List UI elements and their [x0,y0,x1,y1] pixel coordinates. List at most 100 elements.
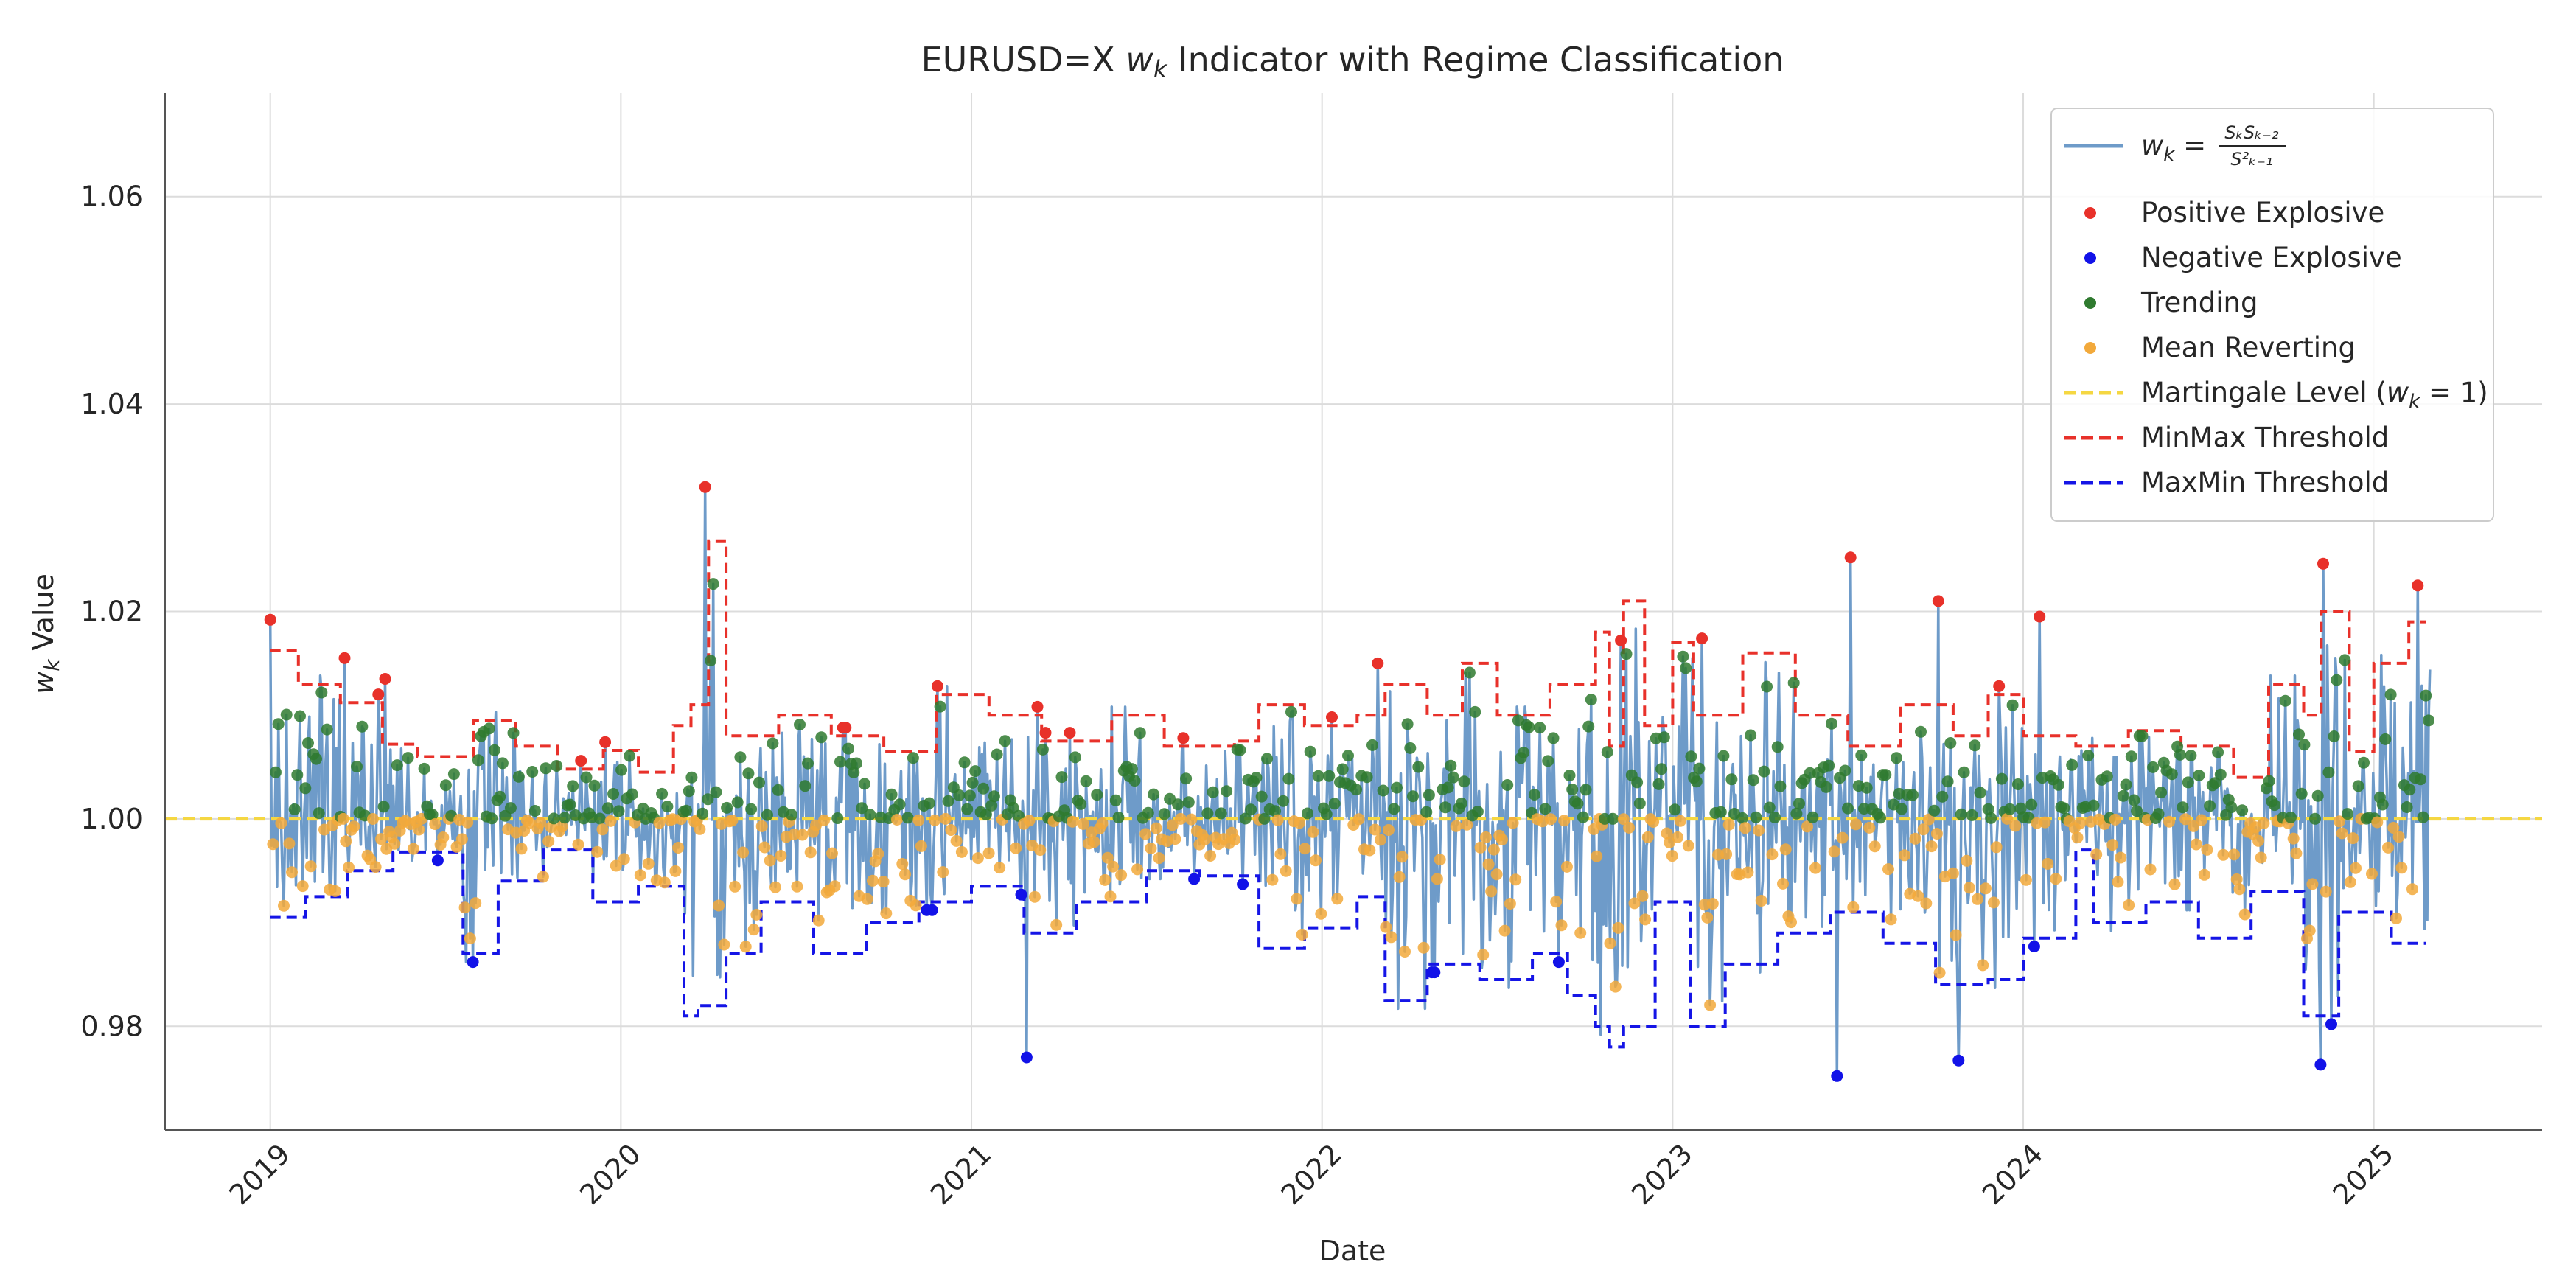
trending-point [1420,806,1433,818]
mean-reverting-point [653,817,666,829]
mean-reverting-point [1266,873,1279,886]
mean-reverting-point [2179,813,2192,826]
mean-reverting-point [775,850,787,862]
mean-reverting-point [2188,820,2200,832]
trending-point [2177,801,2189,814]
trending-point [2212,746,2224,758]
mean-reverting-point [2190,838,2202,851]
mean-reverting-point [1104,890,1117,903]
trending-point [2006,699,2019,711]
trending-point [802,757,814,770]
mean-reverting-point [461,816,474,829]
mean-reverting-point [747,924,760,936]
trending-point [2285,811,2297,823]
trending-point [580,771,593,784]
mean-reverting-point [1291,893,1303,905]
mean-reverting-point [945,824,957,836]
trending-point [2342,808,2353,820]
trending-point [1790,807,1803,820]
trending-point [702,793,714,806]
mean-reverting-point [1153,852,1165,865]
trending-point [559,812,571,824]
trending-point [512,770,525,783]
trending-point [2236,804,2249,817]
mean-reverting-point [1296,928,1308,941]
mean-reverting-point [1485,885,1498,898]
axes [164,93,2542,1131]
mean-reverting-point [2334,815,2345,828]
trending-point [1807,811,1819,823]
legend-positive-label: Positive Explosive [2141,197,2384,229]
mean-reverting-point [1495,834,1508,845]
mean-reverting-point [1555,919,1568,932]
trending-point [1542,755,1554,767]
mean-reverting-point [388,837,401,850]
trending-point [731,796,744,809]
trending-point [272,718,285,730]
trending-point [288,803,301,815]
mean-reverting-point [1785,916,1797,929]
trending-point [1055,771,1068,784]
trending-point [1207,786,1219,798]
trending-point [1401,718,1414,730]
negative-explosive-point [1015,888,1027,901]
trending-point [1215,807,1227,820]
mean-reverting-point [1917,823,1930,836]
trending-point [507,727,520,739]
trending-point [2052,778,2064,791]
mean-reverting-point [340,835,352,848]
negative-explosive-point [2028,941,2040,952]
mean-reverting-point [1672,831,1684,843]
mean-reverting-point [2144,863,2157,876]
mean-reverting-point [1909,832,1921,845]
negative-explosive-point [1552,956,1565,969]
mean-reverting-point [672,842,685,854]
positive-explosive-point [372,688,385,701]
mean-reverting-point [2106,839,2119,851]
trending-point [851,757,862,770]
mean-reverting-point [2039,816,2051,829]
mean-reverting-point [713,899,725,912]
trending-point [321,723,333,736]
mean-reverting-point [1474,841,1487,854]
trending-point [1148,788,1160,801]
trending-point [488,744,500,756]
mean-reverting-point [604,815,617,827]
trending-point [2120,778,2132,791]
trending-point [1936,790,1949,803]
positive-explosive-point [2317,557,2329,570]
trending-point [1201,807,1214,820]
mean-reverting-point [1706,898,1719,910]
mean-reverting-point [828,880,841,893]
mean-reverting-point [1490,868,1503,881]
trending-point [991,748,1003,761]
trending-point [1563,770,1576,781]
trending-point [1693,762,1706,775]
mean-reverting-point [1623,821,1636,834]
legend-frame [2050,108,2494,522]
trending-point [2025,798,2038,811]
trending-point [1320,808,1333,820]
mean-reverting-point [1477,949,1490,961]
trending-point [1969,739,1981,752]
trending-point [418,762,430,775]
trending-point [2117,789,2129,802]
mean-reverting-point [1925,840,1938,853]
trending-point [1874,812,1886,824]
mean-reverting-point [2320,885,2332,898]
mean-reverting-point [1977,959,1989,972]
y-axis-label: wk Value [27,573,64,694]
trending-point [1896,803,1908,815]
mean-reverting-point [2071,831,2084,844]
mean-reverting-point [2387,822,2400,834]
trending-point [2174,748,2186,761]
trending-point [1633,797,1646,809]
trending-point [893,798,906,811]
trending-point [856,802,868,815]
trending-point [1941,775,1954,788]
mean-reverting-point [1023,815,1036,827]
trending-point [270,766,282,778]
mean-reverting-point [1701,911,1714,924]
mean-reverting-point [1628,897,1641,910]
trending-point [1793,798,1805,810]
